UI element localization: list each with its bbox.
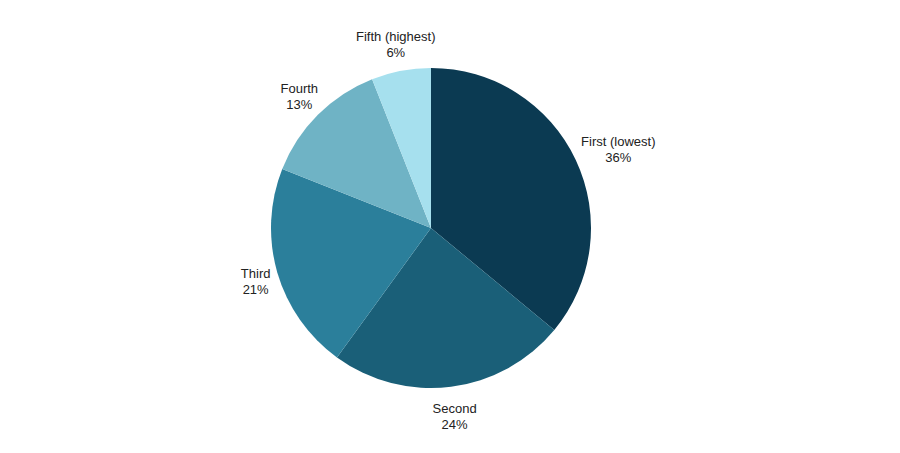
labels: First (lowest)36% Second24% Third21% Fourth… [241, 29, 656, 431]
data-label: 6% [386, 45, 405, 60]
chart: First (lowest)36% Second24% Third21% Fourth… [0, 0, 900, 453]
slice-label: First (lowest) [581, 134, 655, 149]
slice-label: Fifth (highest) [356, 29, 435, 44]
slice-label: Fourth [280, 81, 318, 96]
slice-label: Third [241, 266, 271, 281]
data-label: 13% [286, 97, 312, 112]
pie [271, 68, 591, 388]
slice-label: Second [433, 401, 477, 416]
data-label: 21% [243, 282, 269, 297]
pie-slice [372, 68, 431, 228]
data-label: 36% [605, 150, 631, 165]
data-label: 24% [442, 417, 468, 432]
